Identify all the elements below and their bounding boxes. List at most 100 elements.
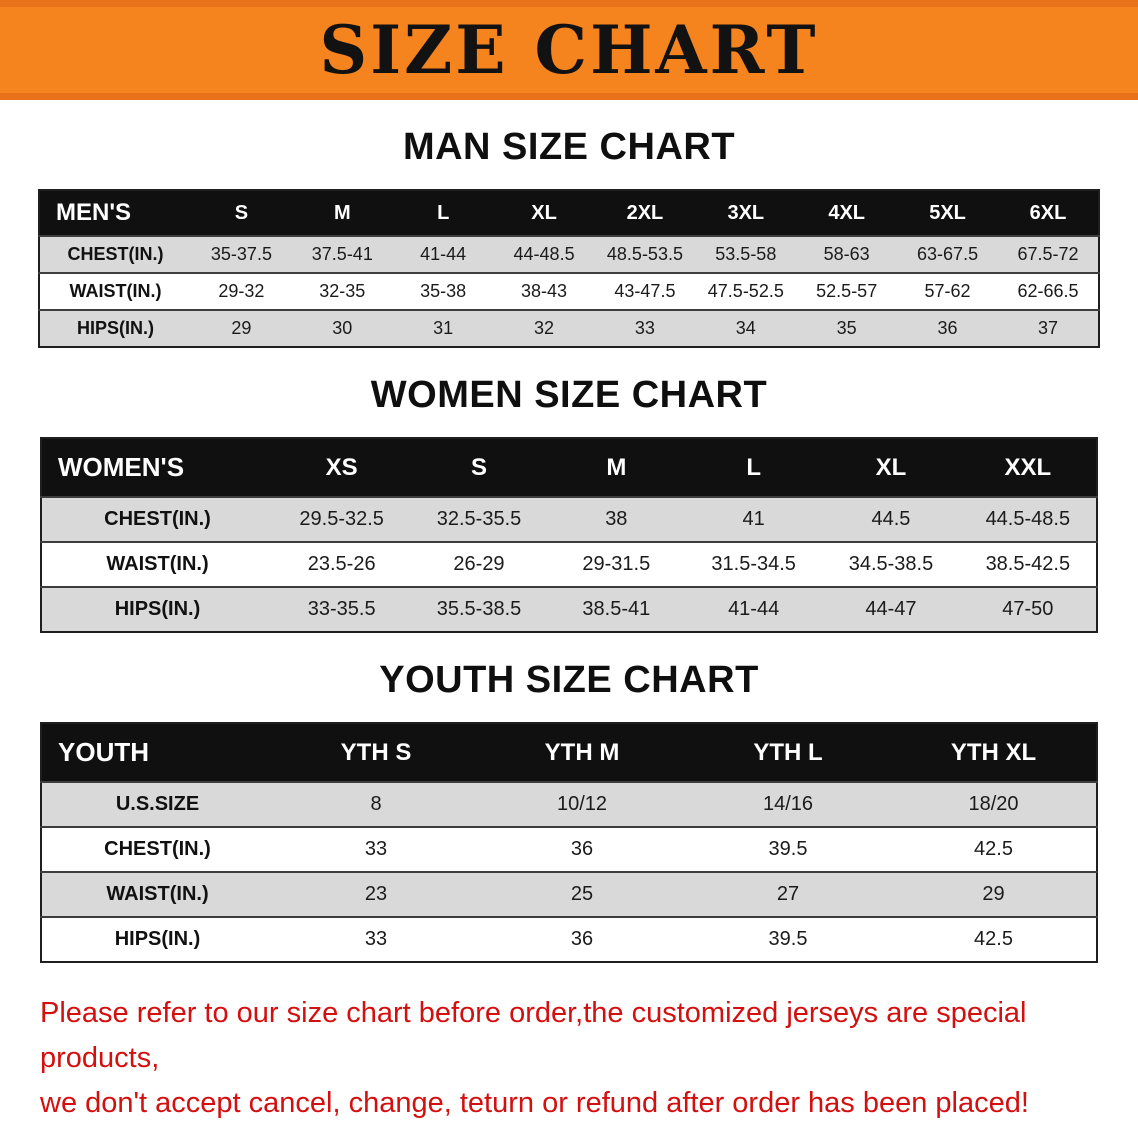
value-cell: 27 bbox=[776, 883, 800, 905]
section-heading-men: MAN SIZE CHART bbox=[402, 126, 736, 168]
section-heading-women: WOMEN SIZE CHART bbox=[370, 374, 768, 416]
value-cell: 33 bbox=[364, 838, 388, 860]
men-size-table: MEN'S S M L XL 2XL 3XL 4XL 5XL 6XL CHEST(IN.) 35-37… bbox=[38, 189, 1100, 348]
row-label-cell: CHEST(IN.) bbox=[104, 508, 211, 530]
women-size-table: WOMEN'S XS S M L XL XXL CHEST(IN.) 29.5-32.5 32.5… bbox=[40, 437, 1098, 633]
value-cell: 32-35 bbox=[319, 281, 366, 301]
size-header-cell: 3XL bbox=[695, 190, 797, 236]
value-cell: 36 bbox=[570, 838, 594, 860]
table-header-row: YOUTH YTH S YTH M YTH L YTH XL bbox=[41, 723, 1097, 782]
table-row: WAIST(IN.) 29-32 32-35 35-38 38-43 43-47.5 47.… bbox=[39, 273, 1099, 310]
table-row: HIPS(IN.) 29 30 31 32 33 34 35 36 37 bbox=[39, 310, 1099, 347]
value-cell: 43-47.5 bbox=[614, 281, 676, 301]
value-cell: 34.5-38.5 bbox=[848, 553, 934, 575]
value-cell: 23.5-26 bbox=[307, 553, 376, 575]
value-cell: 37.5-41 bbox=[311, 244, 373, 264]
value-cell: 41-44 bbox=[728, 598, 780, 620]
value-cell: 57-62 bbox=[924, 281, 971, 301]
value-cell: 38 bbox=[605, 508, 628, 530]
size-header-cell: YTH M bbox=[479, 723, 685, 782]
size-header-cell: L bbox=[684, 438, 823, 497]
value-cell: 18/20 bbox=[968, 793, 1019, 815]
banner: SIZE CHART bbox=[0, 0, 1138, 100]
value-cell: 42.5 bbox=[974, 928, 1013, 950]
table-title-cell: WOMEN'S bbox=[41, 438, 273, 497]
value-cell: 14/16 bbox=[762, 793, 814, 815]
value-cell: 8 bbox=[370, 793, 382, 815]
value-cell: 44-48.5 bbox=[513, 244, 575, 264]
page-title: SIZE CHART bbox=[319, 11, 819, 89]
value-cell: 48.5-53.5 bbox=[606, 244, 683, 264]
value-cell: 41-44 bbox=[420, 244, 467, 264]
table-row: CHEST(IN.) 29.5-32.5 32.5-35.5 38 41 44.5 44.5… bbox=[41, 497, 1097, 542]
row-label-cell: CHEST(IN.) bbox=[104, 838, 211, 860]
value-cell: 44.5 bbox=[871, 508, 911, 530]
value-cell: 23 bbox=[364, 883, 388, 905]
value-cell: 30 bbox=[332, 318, 353, 338]
row-label-cell: HIPS(IN.) bbox=[114, 598, 201, 620]
value-cell: 29-31.5 bbox=[582, 553, 651, 575]
size-header-cell: 5XL bbox=[897, 190, 998, 236]
size-header-cell: YTH S bbox=[273, 723, 479, 782]
value-cell: 53.5-58 bbox=[715, 244, 777, 264]
value-cell: 31 bbox=[433, 318, 454, 338]
row-label-cell: WAIST(IN.) bbox=[69, 281, 162, 301]
table-row: HIPS(IN.) 33 36 39.5 42.5 bbox=[41, 917, 1097, 962]
disclaimer-line-1: Please refer to our size chart before or… bbox=[40, 997, 1027, 1074]
disclaimer: Please refer to our size chart before or… bbox=[40, 991, 1118, 1126]
value-cell: 36 bbox=[937, 318, 958, 338]
value-cell: 67.5-72 bbox=[1017, 244, 1079, 264]
value-cell: 35 bbox=[836, 318, 857, 338]
value-cell: 35.5-38.5 bbox=[436, 598, 522, 620]
row-label-cell: U.S.SIZE bbox=[115, 793, 200, 815]
value-cell: 33 bbox=[634, 318, 655, 338]
size-header-cell: 2XL bbox=[594, 190, 696, 236]
value-cell: 25 bbox=[570, 883, 594, 905]
value-cell: 35-38 bbox=[420, 281, 467, 301]
value-cell: 58-63 bbox=[823, 244, 870, 264]
size-header-cell: L bbox=[392, 190, 494, 236]
row-label-cell: HIPS(IN.) bbox=[114, 928, 201, 950]
size-header-cell: M bbox=[291, 190, 393, 236]
value-cell: 32 bbox=[534, 318, 555, 338]
size-header-cell: XS bbox=[273, 438, 411, 497]
size-header-cell: S bbox=[191, 190, 292, 236]
value-cell: 10/12 bbox=[556, 793, 608, 815]
value-cell: 26-29 bbox=[453, 553, 505, 575]
section-heading-youth: YOUTH SIZE CHART bbox=[379, 659, 759, 701]
value-cell: 63-67.5 bbox=[917, 244, 979, 264]
size-header-cell: YTH XL bbox=[891, 723, 1097, 782]
value-cell: 29 bbox=[231, 318, 252, 338]
value-cell: 52.5-57 bbox=[816, 281, 878, 301]
table-header-row: MEN'S S M L XL 2XL 3XL 4XL 5XL 6XL bbox=[39, 190, 1099, 236]
value-cell: 62-66.5 bbox=[1017, 281, 1079, 301]
size-header-cell: 6XL bbox=[998, 190, 1099, 236]
value-cell: 42.5 bbox=[974, 838, 1013, 860]
table-row: HIPS(IN.) 33-35.5 35.5-38.5 38.5-41 41-44 44-… bbox=[41, 587, 1097, 632]
table-row: CHEST(IN.) 33 36 39.5 42.5 bbox=[41, 827, 1097, 872]
youth-size-table: YOUTH YTH S YTH M YTH L YTH XL U.S.SIZE 8 10/12… bbox=[40, 722, 1098, 963]
value-cell: 35-37.5 bbox=[210, 244, 272, 264]
value-cell: 39.5 bbox=[768, 838, 808, 860]
value-cell: 29 bbox=[982, 883, 1005, 905]
size-header-cell: XL bbox=[822, 438, 960, 497]
value-cell: 37 bbox=[1037, 318, 1059, 338]
value-cell: 44.5-48.5 bbox=[985, 508, 1071, 530]
value-cell: 33 bbox=[364, 928, 388, 950]
size-header-cell: XXL bbox=[959, 438, 1097, 497]
size-header-cell: XL bbox=[493, 190, 595, 236]
value-cell: 38-43 bbox=[521, 281, 568, 301]
size-header-cell: 4XL bbox=[796, 190, 898, 236]
table-row: WAIST(IN.) 23 25 27 29 bbox=[41, 872, 1097, 917]
value-cell: 36 bbox=[570, 928, 594, 950]
disclaimer-line-2: we don't accept cancel, change, teturn o… bbox=[40, 1086, 1029, 1119]
value-cell: 29.5-32.5 bbox=[299, 508, 384, 530]
value-cell: 38.5-42.5 bbox=[985, 553, 1071, 575]
table-row: U.S.SIZE 8 10/12 14/16 18/20 bbox=[41, 782, 1097, 827]
row-label-cell: CHEST(IN.) bbox=[67, 244, 164, 264]
value-cell: 44-47 bbox=[865, 598, 917, 620]
value-cell: 47-50 bbox=[1002, 598, 1054, 620]
row-label-cell: HIPS(IN.) bbox=[76, 318, 154, 338]
value-cell: 29-32 bbox=[218, 281, 265, 301]
